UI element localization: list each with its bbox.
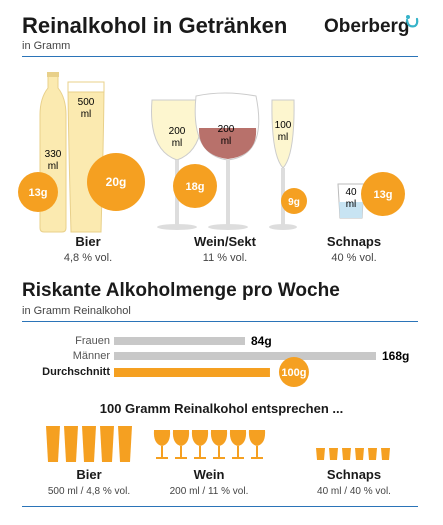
weekly-divider (22, 321, 418, 322)
wine-category-name: Wein/Sekt (194, 234, 256, 249)
wine-glasses-group (153, 430, 266, 459)
beer-glass-icon (46, 426, 60, 462)
sekt-grams-badge (281, 188, 307, 214)
bar-value-0: 84g (251, 334, 272, 348)
beer-small-volume: 330 (45, 149, 62, 160)
equiv-wine-detail: 200 ml / 11 % vol. (169, 486, 249, 497)
wine-glass-icon (229, 430, 247, 459)
bar-label-women: Frauen (75, 335, 110, 347)
beer-glass-icon (100, 426, 114, 462)
beer-large-grams: 20g (106, 175, 127, 189)
wine-white-unit: ml (172, 138, 183, 149)
schnaps-category-strength: 40 % vol. (331, 252, 377, 264)
wine-glass-icon (210, 430, 228, 459)
beer-glass-icon (64, 426, 78, 462)
wine-white-volume: 200 (169, 126, 186, 137)
wine-white-grams: 18g (186, 181, 205, 193)
schnaps-unit: ml (346, 199, 357, 210)
equivalents-icons (46, 426, 390, 462)
schnaps-glass-icon (337, 183, 365, 219)
beer-small-grams: 13g (29, 187, 48, 199)
wine-glass-icon (172, 430, 190, 459)
equiv-schnaps-detail: 40 ml / 40 % vol. (317, 486, 391, 497)
bar-label-average: Durchschnitt (42, 366, 110, 378)
wine-red-volume: 200 (218, 124, 235, 135)
page-title: Reinalkohol in Getränken (22, 13, 288, 38)
shot-glass-icon (329, 448, 338, 460)
wine-red-unit: ml (221, 136, 232, 147)
shot-glass-icon (368, 448, 377, 460)
equiv-beer-name: Bier (76, 467, 102, 482)
shot-glass-icon (381, 448, 390, 460)
brand-logo: Oberberg (324, 16, 410, 37)
schnaps-volume: 40 (345, 187, 357, 198)
beer-glasses-group (46, 426, 132, 462)
bar-value-2: 100g (281, 367, 306, 379)
beer-category-name: Bier (75, 234, 101, 249)
wine-category-strength: 11 % vol. (202, 252, 248, 264)
page-subtitle: in Gramm (22, 40, 71, 52)
shot-glasses-group (316, 448, 390, 460)
weekly-title: Riskante Alkoholmenge pro Woche (22, 280, 340, 301)
beer-small-unit: ml (48, 161, 59, 172)
equiv-wine-name: Wein (193, 467, 225, 482)
bar-2 (114, 368, 270, 377)
red-wine-glass-icon (194, 92, 260, 230)
beer-glass-icon (118, 426, 132, 462)
wine-glass-icon (153, 430, 171, 459)
equivalents-title: 100 Gramm Reinalkohol entsprechen ... (99, 401, 344, 416)
sekt-volume: 100 (275, 120, 292, 131)
footer-divider (22, 506, 418, 507)
equiv-schnaps-name: Schnaps (326, 467, 382, 482)
shot-glass-icon (342, 448, 351, 460)
beer-small-grams-badge (18, 172, 58, 212)
weekly-subtitle: in Gramm Reinalkohol (22, 305, 131, 317)
header-divider (22, 56, 418, 57)
bar-label-men: Männer (72, 350, 110, 362)
bar-value-badge (278, 357, 309, 387)
sekt-grams: 9g (288, 197, 300, 208)
bar-1 (114, 352, 376, 360)
drinks-illustration: 330 ml 500 ml 13g 20g 200 ml 18g 200 ml … (18, 72, 405, 233)
beer-large-volume: 500 (78, 97, 95, 108)
equiv-beer-detail: 500 ml / 4,8 % vol. (47, 486, 131, 497)
shot-glass-icon (355, 448, 364, 460)
bar-value-1: 168g (382, 349, 409, 363)
wine-glass-icon (248, 430, 266, 459)
beer-large-unit: ml (81, 109, 92, 120)
wine-glass-icon (191, 430, 209, 459)
weekly-bar-chart: 84g 168g 100g (114, 334, 409, 387)
schnaps-category-name: Schnaps (326, 234, 382, 249)
wine-grams-badge (173, 164, 217, 208)
beer-large-grams-badge (87, 153, 145, 211)
schnaps-grams: 13g (374, 189, 393, 201)
beer-category-strength: 4,8 % vol. (63, 252, 113, 264)
schnaps-grams-badge (361, 172, 405, 216)
bar-0 (114, 337, 245, 345)
beer-glass-icon (82, 426, 96, 462)
brand-mark-icon (405, 15, 419, 28)
shot-glass-icon (316, 448, 325, 460)
sekt-unit: ml (278, 132, 289, 143)
